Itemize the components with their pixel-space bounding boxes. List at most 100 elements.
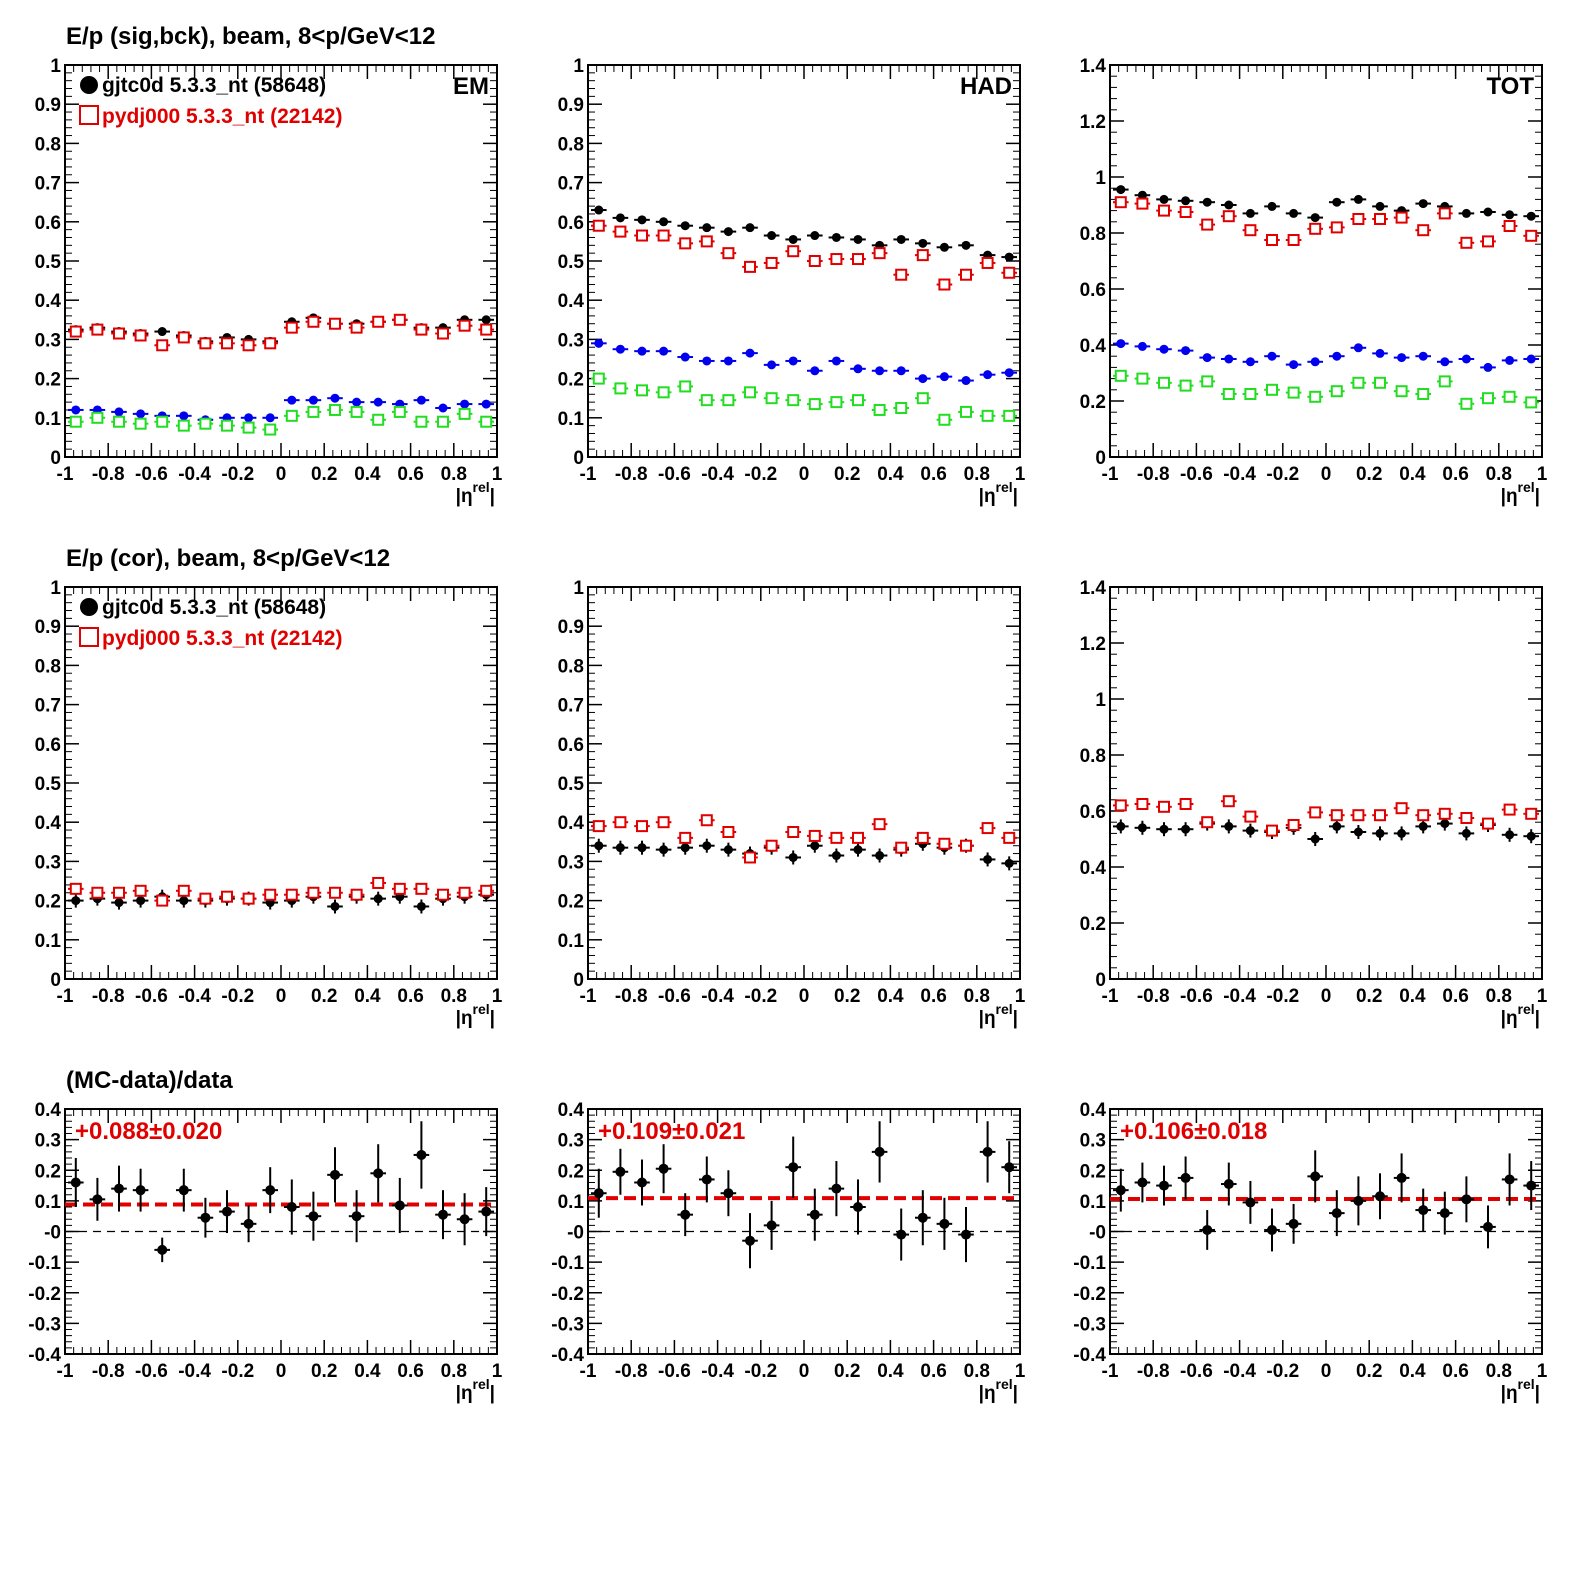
x-tick-label: -0.2 (221, 464, 254, 485)
data-point (136, 409, 146, 419)
x-tick-label: 0.4 (354, 1361, 381, 1382)
y-tick-label: -0.1 (28, 1253, 61, 1274)
data-point (594, 205, 604, 215)
data-point (373, 397, 383, 407)
x-tick-label: -0.8 (615, 986, 648, 1007)
data-point (918, 238, 928, 248)
data-point (1179, 206, 1192, 218)
data-point (373, 894, 383, 904)
x-tick-label: -0.4 (701, 464, 734, 485)
data-point (71, 405, 81, 415)
ratio-point (1461, 1194, 1472, 1205)
x-tick-label: -0.4 (1223, 1361, 1256, 1382)
data-point (1438, 375, 1451, 388)
plot-frame (587, 64, 1021, 458)
x-tick-label: 0.2 (834, 464, 860, 485)
data-point (1136, 197, 1149, 210)
legend-marker-data (80, 598, 98, 616)
data-point (1179, 379, 1192, 392)
y-tick-label: 0.1 (35, 931, 62, 952)
data-point (700, 814, 713, 827)
data-point (615, 213, 625, 223)
x-tick-label: -0.8 (615, 464, 648, 485)
data-point (787, 245, 800, 258)
panel-5: 00.10.20.30.40.50.60.70.80.91-1 -0.8 -0.6-… (558, 578, 1026, 1029)
data-point (895, 402, 908, 414)
x-tick-label: -0.4 (178, 986, 211, 1007)
ratio-point (1115, 1185, 1126, 1196)
y-tick-label: -0.2 (28, 1284, 61, 1305)
data-point (1244, 810, 1257, 823)
x-tick-label: -0.4 (701, 1361, 734, 1382)
data-point (437, 327, 449, 340)
ratio-point (1288, 1218, 1299, 1229)
data-point (896, 366, 906, 376)
x-tick-label: -0.2 (1266, 464, 1299, 485)
series-filled-black-err (591, 836, 1017, 871)
x-axis-label-sup: rel (996, 479, 1013, 495)
data-point (1159, 194, 1169, 204)
data-point (1505, 210, 1515, 220)
x-tick-label: 0.6 (920, 1361, 946, 1382)
y-tick-label: 0.4 (558, 813, 585, 834)
data-point (808, 398, 821, 411)
data-point (702, 356, 712, 366)
x-axis-label: |ηrel| (979, 1376, 1018, 1404)
data-point (1136, 372, 1149, 385)
data-point (91, 323, 104, 336)
ratio-point (788, 1162, 799, 1173)
ratio-point (394, 1200, 405, 1211)
data-point (1266, 383, 1278, 396)
data-point (307, 886, 320, 899)
ratio-point (459, 1214, 470, 1225)
x-axis-label-end: | (1535, 1383, 1540, 1404)
x-tick-label: -0.8 (92, 1361, 125, 1382)
ratio-point (1267, 1224, 1277, 1235)
data-point (657, 816, 670, 829)
x-tick-label: 0 (799, 1361, 810, 1382)
data-point (853, 845, 863, 855)
data-point (831, 232, 841, 242)
y-tick-label: -0.3 (1073, 1314, 1106, 1335)
x-axis-label: |ηrel| (1501, 479, 1540, 507)
data-point (1375, 348, 1385, 358)
data-point (1159, 344, 1169, 354)
y-tick-label: 0.5 (558, 774, 585, 795)
y-tick-label: 0.3 (35, 330, 61, 351)
data-point (657, 386, 670, 399)
x-tick-label: -0.2 (1266, 1361, 1299, 1382)
y-tick-label: 0 (50, 970, 61, 991)
data-point (787, 826, 800, 838)
x-tick-label: -0.6 (135, 464, 168, 485)
data-point (113, 886, 125, 899)
ratio-point (723, 1188, 734, 1199)
y-tick-label: 0.3 (558, 330, 584, 351)
x-tick-label: 0.4 (354, 986, 381, 1007)
data-point (1526, 354, 1536, 364)
data-point (221, 890, 233, 903)
data-point (1482, 392, 1494, 405)
panel-tag: HAD (960, 73, 1012, 100)
data-point (1309, 222, 1322, 235)
x-axis-label-sup: rel (1518, 1001, 1535, 1017)
data-point (1202, 353, 1212, 363)
data-point (657, 229, 670, 242)
ratio-point (917, 1212, 928, 1223)
x-tick-label: -1 (57, 464, 74, 485)
y-tick-label: 0.2 (558, 892, 584, 913)
y-tick-label: -0 (1089, 1223, 1106, 1244)
ratio-point (438, 1209, 448, 1220)
x-axis-label-sup: rel (473, 1001, 490, 1017)
data-point (1397, 828, 1407, 838)
ratio-point (265, 1185, 276, 1196)
y-tick-label: 1 (573, 578, 584, 599)
data-point (1417, 388, 1430, 400)
data-point (416, 395, 426, 405)
y-tick-label: 1.2 (1080, 112, 1106, 133)
panel-8: -0.4 -0.3 -0.2 -0.1 -0 0.1 0.2 0.3 0.4 -1 -0.8 -0.6… (551, 1100, 1025, 1404)
x-tick-label: 0.2 (311, 1361, 337, 1382)
ratio-point (896, 1229, 907, 1240)
data-point (481, 315, 491, 325)
data-point (1526, 211, 1536, 221)
data-point (1222, 388, 1235, 400)
